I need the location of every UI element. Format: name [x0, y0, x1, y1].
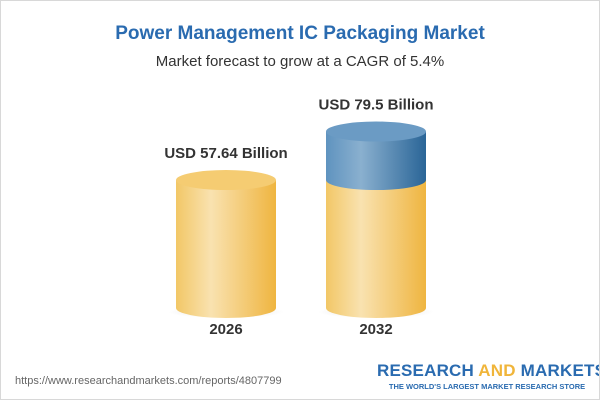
- logo-wordmark: RESEARCH AND MARKETS: [377, 361, 600, 380]
- chart-subtitle: Market forecast to grow at a CAGR of 5.4…: [155, 53, 445, 70]
- category-label: 2026: [209, 321, 242, 338]
- cylinder-chart: USD 57.64 Billion 2026 USD 79.5 Billion 203…: [164, 97, 434, 338]
- data-label: USD 79.5 Billion: [318, 97, 433, 114]
- source-url[interactable]: https://www.researchandmarkets.com/repor…: [15, 375, 282, 387]
- cylinder-body-growth: [326, 131, 426, 191]
- logo-word-markets: MARKETS: [515, 361, 600, 380]
- chart-title: Power Management IC Packaging Market: [115, 23, 485, 44]
- logo-word-and: AND: [478, 361, 516, 380]
- research-and-markets-logo: RESEARCH AND MARKETS THE WORLD'S LARGEST…: [377, 361, 600, 392]
- category-label: 2032: [359, 321, 392, 338]
- logo-word-research: RESEARCH: [377, 361, 479, 380]
- cylinder-top: [176, 170, 276, 191]
- cylinder-body-base: [176, 180, 276, 318]
- cylinder-body-base: [326, 180, 426, 318]
- logo-tagline: THE WORLD'S LARGEST MARKET RESEARCH STOR…: [388, 382, 586, 391]
- data-label: USD 57.64 Billion: [164, 145, 287, 162]
- cylinder-top: [326, 121, 426, 142]
